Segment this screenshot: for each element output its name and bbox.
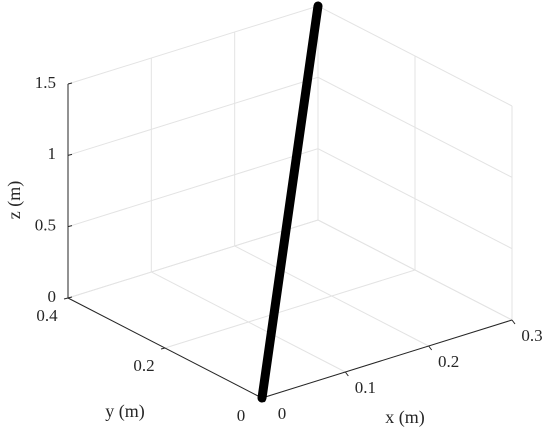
- x-tick: [511, 319, 516, 325]
- z-tick-label: 1: [48, 144, 57, 163]
- z-tick-label: 0: [48, 287, 57, 306]
- grid-line: [150, 58, 346, 373]
- z-tick-label: 1.5: [35, 73, 56, 92]
- z-tick: [67, 82, 73, 85]
- y-tick: [160, 347, 166, 350]
- axis-line: [261, 319, 513, 399]
- x-tick: [428, 345, 433, 351]
- z-tick-label: 0.5: [35, 216, 56, 235]
- x-axis-label: x (m): [385, 407, 425, 428]
- x-tick-label: 0.1: [355, 378, 376, 397]
- x-tick: [344, 371, 349, 377]
- x-tick-label: 0.2: [438, 352, 459, 371]
- y-tick: [63, 297, 69, 300]
- z-axis-label: z (m): [4, 181, 25, 219]
- grid-line: [67, 5, 513, 107]
- x-tick-label: 0: [278, 404, 287, 423]
- grid-line: [67, 219, 513, 321]
- z-tick: [67, 225, 73, 228]
- grid-line: [67, 84, 263, 399]
- data-line: [257, 1, 323, 403]
- y-tick-label: 0.2: [133, 356, 154, 375]
- grid-line: [67, 76, 513, 178]
- grid-line: [67, 148, 513, 250]
- z-tick: [67, 296, 73, 299]
- y-tick-label: 0.4: [36, 306, 58, 325]
- y-tick-label: 0: [237, 406, 246, 425]
- y-axis-label: y (m): [105, 401, 145, 422]
- grid-line: [234, 32, 429, 347]
- z-tick: [67, 153, 73, 156]
- x-tick-label: 0.3: [521, 326, 542, 345]
